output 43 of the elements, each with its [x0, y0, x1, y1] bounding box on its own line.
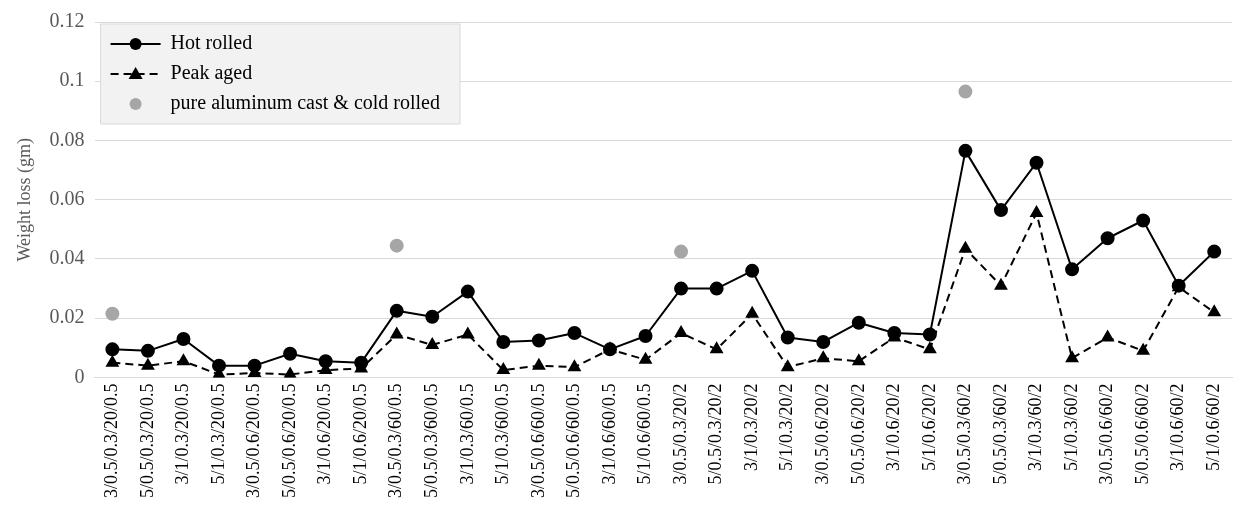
x-tick-label: 3/0.5/0.3/20/2 [669, 383, 690, 485]
y-axis-title: Weight loss (gm) [13, 137, 35, 262]
y-tick-label: 0.1 [59, 68, 85, 91]
y-tick-label: 0.02 [49, 305, 85, 328]
legend-label: Peak aged [170, 61, 253, 85]
x-tick-label: 5/0.5/0.3/60/2 [989, 383, 1010, 485]
x-tick-label: 3/1/0.3/20/0.5 [172, 383, 193, 485]
y-tick-label: 0.12 [49, 9, 85, 32]
x-tick-label: 5/0.5/0.3/60/0.5 [421, 383, 441, 499]
x-tick-label: 3/0.5/0.6/60/2 [1096, 383, 1117, 485]
y-tick-label: 0.08 [49, 127, 85, 150]
x-tick-label: 3/0.5/0.6/20/2 [811, 383, 832, 485]
x-tick-label: 5/1/0.3/60/0.5 [492, 383, 513, 485]
x-tick-label: 3/1/0.3/60/2 [1025, 383, 1046, 472]
x-tick-label: 5/0.5/0.6/60/2 [1131, 383, 1152, 485]
x-tick-label: 3/0.5/0.3/20/0.5 [101, 383, 122, 499]
y-tick-label: 0.04 [49, 246, 85, 269]
x-tick-label: 5/0.5/0.3/20/2 [705, 383, 726, 485]
x-tick-label: 3/1/0.3/20/2 [740, 383, 761, 472]
x-tick-label: 5/1/0.6/20/0.5 [349, 383, 370, 485]
x-tick-label: 5/0.5/0.6/20/0.5 [278, 383, 299, 499]
x-tick-label: 3/0.5/0.3/60/2 [954, 383, 975, 485]
x-tick-label: 5/1/0.3/20/2 [776, 383, 797, 472]
x-tick-label: 3/1/0.3/60/0.5 [456, 383, 477, 485]
legend-label: Hot rolled [170, 31, 253, 54]
x-tick-label: 3/0.5/0.6/60/0.5 [527, 383, 548, 499]
x-tick-label: 3/0.5/0.6/20/0.5 [243, 383, 264, 499]
x-tick-label: 5/1/0.6/60/2 [1202, 383, 1223, 472]
x-tick-label: 5/0.5/0.6/60/0.5 [563, 383, 584, 499]
x-tick-label: 3/1/0.6/20/0.5 [314, 383, 335, 485]
y-tick-label: 0 [74, 364, 85, 387]
x-tick-label: 5/0.5/0.3/20/0.5 [136, 383, 157, 499]
x-tick-label: 3/0.5/0.3/60/0.5 [385, 383, 406, 499]
x-tick-label: 5/0.5/0.6/20/2 [847, 383, 868, 485]
x-tick-label: 5/1/0.6/60/0.5 [634, 383, 655, 485]
x-tick-label: 3/1/0.6/20/2 [883, 383, 904, 472]
x-tick-label: 3/1/0.6/60/2 [1167, 383, 1188, 472]
legend-label: pure aluminum cast & cold rolled [170, 91, 440, 115]
x-tick-label: 3/1/0.6/60/0.5 [598, 383, 619, 485]
x-tick-label: 5/1/0.6/20/2 [918, 383, 939, 472]
y-tick-label: 0.06 [49, 187, 85, 209]
x-tick-label: 5/1/0.3/60/2 [1060, 383, 1081, 472]
x-tick-label: 5/1/0.3/20/0.5 [207, 383, 228, 485]
